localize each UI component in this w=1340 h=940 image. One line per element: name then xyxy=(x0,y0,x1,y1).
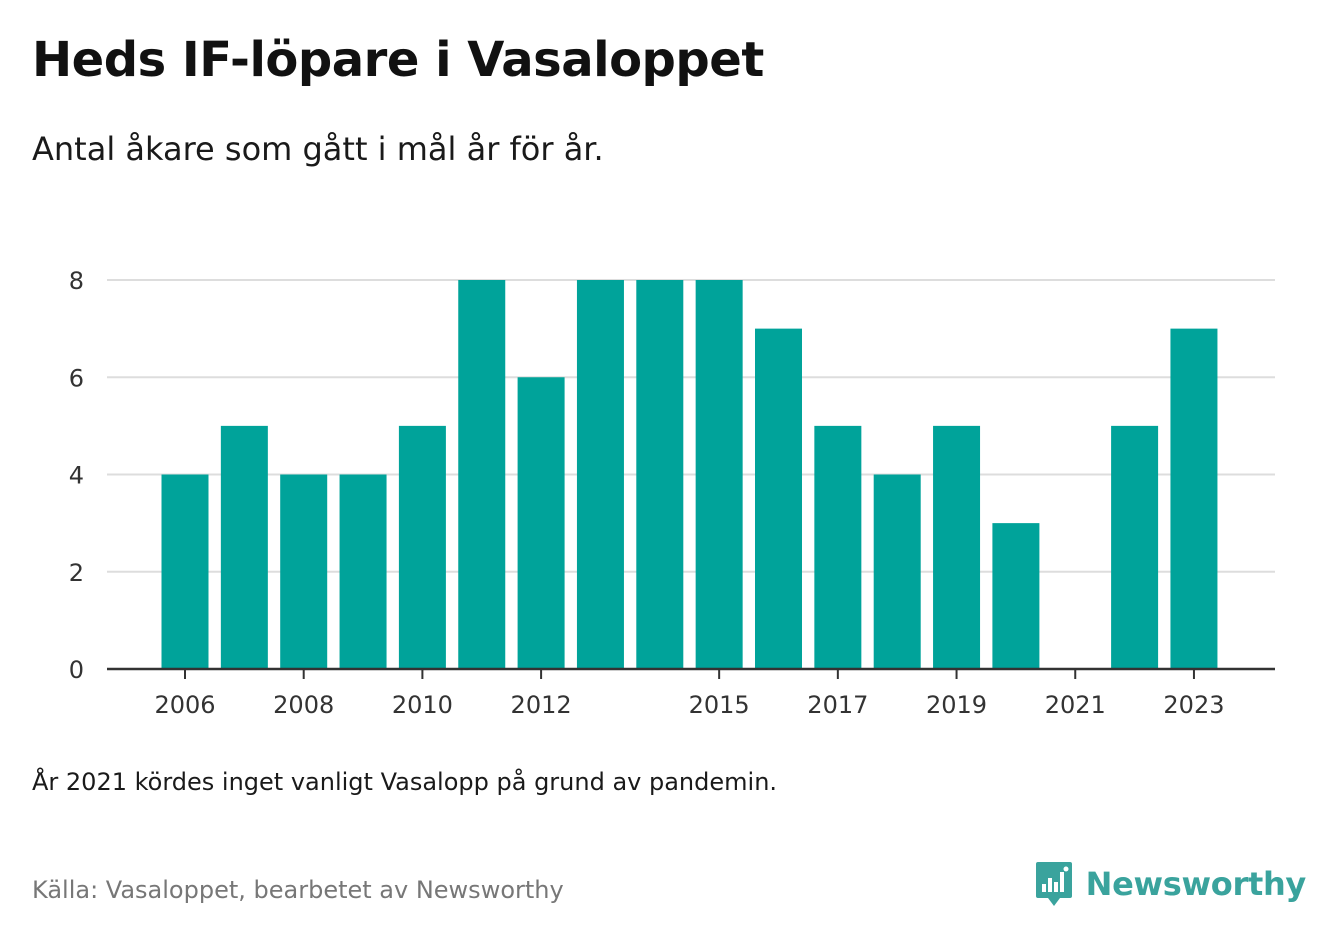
chart-title: Heds IF-löpare i Vasaloppet xyxy=(32,32,764,88)
bar-2023 xyxy=(1170,328,1218,669)
bar-2010 xyxy=(398,425,446,669)
brand-name: Newsworthy xyxy=(1085,865,1307,903)
x-tick-label: 2008 xyxy=(273,691,334,719)
bar-2009 xyxy=(339,474,387,669)
x-tick-label: 2023 xyxy=(1163,691,1224,719)
bar-2008 xyxy=(280,474,328,669)
bar-2015 xyxy=(695,280,743,669)
chart-subtitle: Antal åkare som gått i mål år för år. xyxy=(32,130,604,168)
bar-2018 xyxy=(873,474,921,669)
brand-logo: Newsworthy xyxy=(1034,860,1306,908)
bar-2014 xyxy=(636,280,684,669)
bar-2020 xyxy=(992,523,1040,669)
bar-2007 xyxy=(220,425,268,669)
x-tick-label: 2010 xyxy=(392,691,453,719)
bar-2013 xyxy=(576,280,624,669)
bar-chart: 0 2 4 6 8 2006 2008 2010 2012 2015 2017 2019 2021 202… xyxy=(69,267,1275,719)
y-tick-label: 8 xyxy=(69,267,84,295)
y-tick-label: 2 xyxy=(69,559,84,587)
y-tick-label: 6 xyxy=(69,364,84,392)
bar-2019 xyxy=(933,425,981,669)
x-tick-label: 2021 xyxy=(1045,691,1106,719)
x-tick-label: 2019 xyxy=(926,691,987,719)
y-tick-label: 0 xyxy=(69,656,84,684)
x-tick-label: 2015 xyxy=(689,691,750,719)
bar-2016 xyxy=(755,328,802,669)
source-label: Källa: Vasaloppet, bearbetet av Newswort… xyxy=(32,876,564,904)
bar-2012 xyxy=(517,377,565,669)
y-tick-label: 4 xyxy=(69,462,84,490)
chart-note: År 2021 kördes inget vanligt Vasalopp på… xyxy=(32,768,778,796)
bar-2011 xyxy=(458,280,506,669)
bar-2017 xyxy=(814,425,862,669)
bar-2022 xyxy=(1111,425,1159,669)
bar-2006 xyxy=(161,474,209,669)
x-tick-label: 2017 xyxy=(807,691,868,719)
x-tick-label: 2012 xyxy=(511,691,572,719)
x-tick-label: 2006 xyxy=(154,691,215,719)
bar-chart-speech-bubble-icon xyxy=(1035,862,1072,906)
